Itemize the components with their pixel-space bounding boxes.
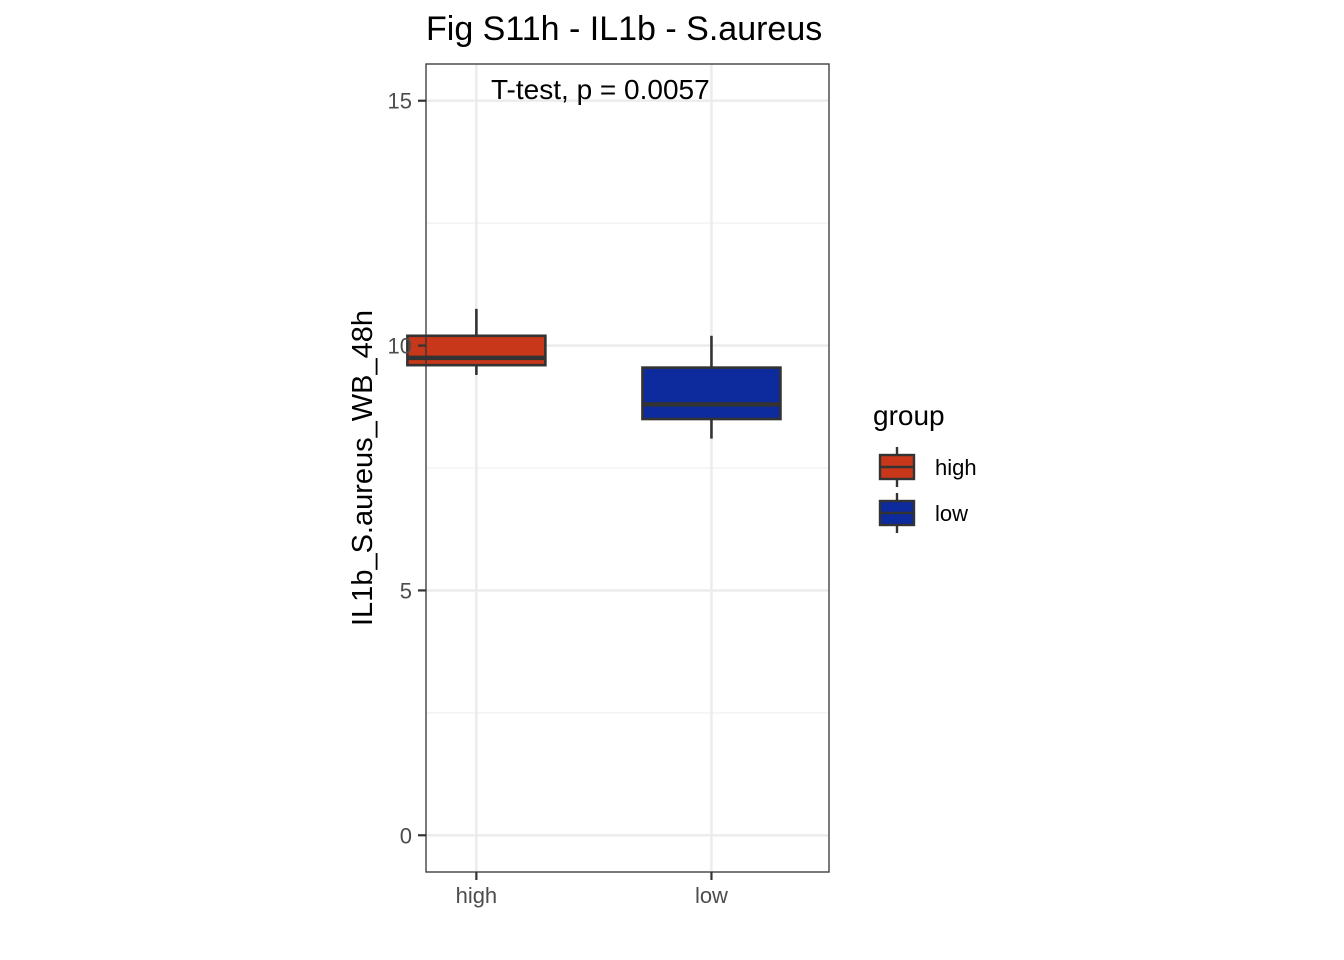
legend-label: high (935, 455, 977, 480)
plot-panel: T-test, p = 0.0057 (406, 63, 830, 873)
y-tick-label: 15 (388, 89, 412, 114)
y-tick-label: 10 (388, 334, 412, 359)
legend-items: high low (878, 447, 977, 533)
box-iqr (641, 366, 782, 421)
legend-item-low: low (878, 493, 968, 533)
x-axis: high low (456, 872, 728, 908)
boxes (406, 308, 782, 439)
box-low (641, 335, 782, 439)
y-tick-label: 0 (400, 823, 412, 848)
legend-title: group (873, 400, 945, 431)
x-tick-label: high (456, 883, 498, 908)
legend: group high low (873, 400, 977, 533)
y-axis: 0 5 10 15 (388, 89, 426, 848)
panel-border (425, 63, 830, 873)
y-axis-title: IL1b_S.aureus_WB_48h (347, 310, 379, 626)
y-tick-label: 5 (400, 578, 412, 603)
legend-label: low (935, 501, 968, 526)
box-high (406, 308, 547, 375)
legend-item-high: high (878, 447, 977, 487)
chart-title: Fig S11h - IL1b - S.aureus (426, 10, 822, 48)
grid-lines (426, 64, 829, 872)
box-iqr (406, 334, 547, 367)
t-test-annotation: T-test, p = 0.0057 (491, 74, 710, 105)
x-tick-label: low (695, 883, 728, 908)
